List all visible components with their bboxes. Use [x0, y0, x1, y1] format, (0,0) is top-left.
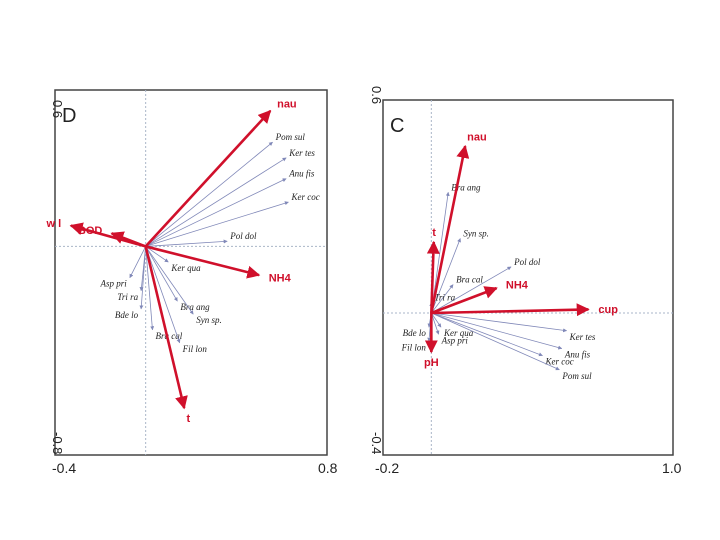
panel-d-species-arrow-asp-pri	[129, 246, 147, 279]
panel-c-ytick-max: 0.6	[369, 86, 384, 104]
panel-c-env-label-t: t	[432, 227, 436, 239]
panel-d-species-label-bra-ang: Bra ang	[180, 302, 210, 312]
panel-c-species-arrow-ker-tes	[431, 312, 568, 333]
panel-c-species-label-asp-pri: Asp pri	[441, 335, 469, 345]
panel-d-species-arrow-bde-lo	[139, 246, 147, 310]
panel-c-env-label-ph: pH	[424, 357, 439, 369]
panel-c-species-label-syn-sp: Syn sp.	[463, 228, 489, 238]
panel-c-env-arrow-nau	[430, 144, 470, 314]
panel-d-species-arrow-bra-ang	[145, 246, 178, 302]
panel-d-species-label-bra-cal: Bra cal	[155, 331, 182, 341]
panel-d-env-label-t: t	[187, 413, 191, 425]
panel-d-species-arrow-fil-lon	[145, 246, 181, 344]
panel-c-species-label-tri-ra: Tri ra	[434, 292, 455, 302]
panel-c-species-arrow-ker-coc	[431, 312, 543, 357]
panel-d-ytick-max: 0.6	[50, 100, 65, 118]
panel-d-env-label-nh4: NH4	[269, 273, 292, 285]
panel-c-species-label-anu-fis: Anu fis	[564, 350, 591, 360]
panel-c-env-arrow-cup	[431, 303, 590, 317]
panel-d-env-arrow-nau	[144, 109, 272, 248]
panel-d-env-label-bod: BOD	[78, 225, 103, 237]
panel-d-species-label-syn-sp: Syn sp.	[196, 315, 222, 325]
panel-d-frame	[54, 89, 328, 456]
panel-d-letter: D	[62, 105, 76, 127]
panel-c-frame	[382, 99, 674, 456]
panel-c-env-label-nau: nau	[467, 131, 487, 143]
panel-c-species-label-fil-lon: Fil lon	[401, 342, 427, 352]
panel-d-species-label-anu-fis: Anu fis	[288, 169, 315, 179]
panel-c-species-label-pol-dol: Pol dol	[513, 257, 541, 267]
panel-d-species-arrow-bra-cal	[145, 246, 155, 331]
panel-c-species-label-ker-tes: Ker tes	[569, 332, 596, 342]
panel-c-species-arrow-pom-sul	[431, 312, 560, 371]
panel-d-species-label-pom-sul: Pom sul	[275, 132, 306, 142]
panel-c-env-arrow-nh4	[430, 286, 498, 315]
panel-d-species-label-fil-lon: Fil lon	[182, 344, 208, 354]
panel-d-species-label-ker-tes: Ker tes	[288, 148, 315, 158]
panel-c-species-label-ker-coc: Ker coc	[545, 357, 574, 367]
panel-d-species-label-bde-lo: Bde lo	[115, 310, 139, 320]
panel-d-species-label-ker-coc: Ker coc	[290, 192, 319, 202]
panel-c-species-label-ker-qua: Ker qua	[443, 328, 474, 338]
panel-d-species-arrow-anu-fis	[145, 178, 287, 247]
panel-d-species-arrow-pom-sul	[145, 141, 273, 247]
panel-d-species-arrow-ker-qua	[145, 246, 169, 263]
panel-c-species-label-bra-cal: Bra cal	[456, 275, 483, 285]
panel-c-env-arrow-t	[426, 240, 440, 314]
panel-d-env-arrow-nh4	[145, 245, 261, 279]
panel-c-species-label-pom-sul: Pom sul	[561, 371, 592, 381]
panel-c-xtick-max: 1.0	[662, 460, 682, 476]
panel-d-env-arrow-bod	[110, 231, 147, 248]
panel-d-xtick-min: -0.4	[52, 460, 76, 476]
panel-c-species-arrow-bra-cal	[431, 284, 454, 314]
panel-d-species-arrow-pol-dol	[145, 239, 228, 247]
panel-c-xtick-min: -0.2	[375, 460, 399, 476]
panel-d-species-arrow-ker-tes	[145, 157, 287, 247]
panel-c-species-label-bde-lo: Bde lo	[403, 328, 427, 338]
panel-c-species-label-bra-ang: Bra ang	[451, 182, 481, 192]
panel-c-species-arrow-anu-fis	[431, 312, 563, 350]
panel-d-species-label-asp-pri: Asp pri	[100, 279, 128, 289]
panel-d-species-arrow-ker-coc	[145, 201, 289, 247]
panel-c-letter: C	[390, 115, 404, 137]
panel-c-species-arrow-ker-qua	[431, 312, 442, 328]
panel-c-env-label-nh4: NH4	[506, 280, 529, 292]
panel-c-env-label-cup: cup	[598, 304, 618, 316]
panel-d-plot: Pom sul Ker tes Anu fis Ker coc Pol dol Ker q…	[46, 90, 327, 455]
panel-c-species-arrow-pol-dol	[431, 266, 512, 314]
panel-d-species-label-ker-qua: Ker qua	[170, 263, 201, 273]
panel-d-env-label-nau: nau	[277, 98, 297, 110]
panel-d-env-label-w-l: w l	[46, 218, 62, 230]
panel-d-species-arrow-syn-sp	[145, 246, 194, 315]
panel-d-xtick-max: 0.8	[318, 460, 338, 476]
panel-d-ytick-min: -0.8	[50, 432, 65, 454]
panel-d-env-arrow-t	[144, 246, 188, 410]
panel-c-species-arrow-syn-sp	[430, 238, 461, 314]
panel-c-ytick-min: -0.4	[369, 432, 384, 454]
panel-d-species-label-tri-ra: Tri ra	[117, 292, 138, 302]
panel-d-species-label-pol-dol: Pol dol	[229, 231, 257, 241]
